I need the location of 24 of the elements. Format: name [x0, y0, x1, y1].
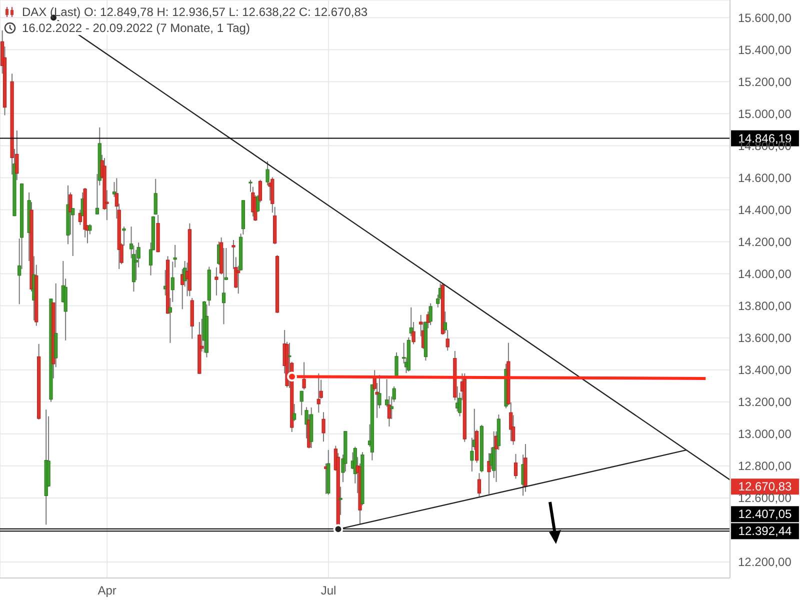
y-tick-label: 14.600,00 — [738, 170, 792, 185]
x-tick-label: Apr — [98, 584, 116, 598]
y-tick-label: 13.800,00 — [738, 299, 792, 314]
y-tick-label: 15.200,00 — [738, 74, 792, 89]
ref-line-label: 14.846,19 — [738, 131, 792, 146]
y-tick-label: 15.000,00 — [738, 106, 792, 121]
text: 16.02.2022 - 20.09.2022 (7 Monate, 1 Tag) — [22, 21, 250, 35]
y-tick-label: 12.800,00 — [738, 459, 792, 474]
x-tick-label: Jul — [320, 584, 336, 598]
text: DAX (Last) O: 12.849,78 H: 12.936,57 L: 12.638,22 C: 12.670,83 — [22, 5, 368, 19]
y-tick-label: 15.600,00 — [738, 10, 792, 25]
y-tick-label: 13.000,00 — [738, 427, 792, 442]
y-tick-label: 12.600,00 — [738, 491, 792, 506]
y-tick-label: 13.400,00 — [738, 363, 792, 378]
y-tick-label: 15.400,00 — [738, 42, 792, 57]
y-tick-label: 14.000,00 — [738, 267, 792, 282]
y-tick-label: 13.600,00 — [738, 331, 792, 346]
y-tick-label: 12.200,00 — [738, 555, 792, 570]
y-tick-label: 14.200,00 — [738, 235, 792, 250]
y-tick-label: 13.200,00 — [738, 395, 792, 410]
ref-line-label: 12.407,05 — [738, 507, 792, 522]
ref-line-label: 12.392,44 — [738, 524, 792, 538]
y-tick-label: 14.400,00 — [738, 203, 792, 218]
text: 12.670,83 — [738, 480, 792, 494]
